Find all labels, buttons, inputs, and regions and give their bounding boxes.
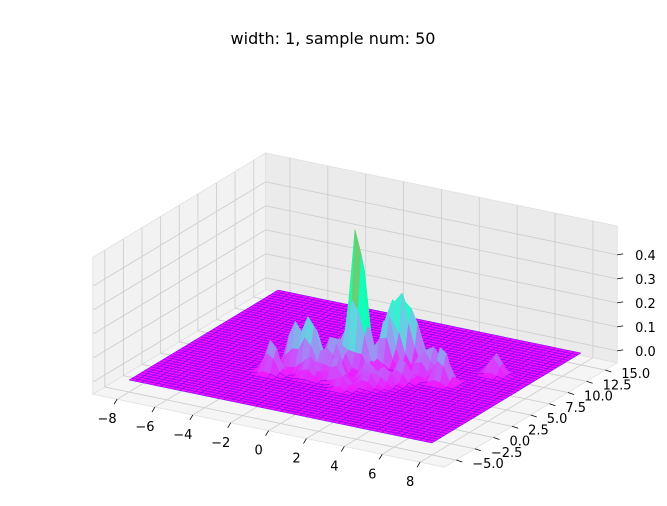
x-tick-label: −2 — [211, 436, 230, 451]
y-tick-label: 12.5 — [603, 378, 632, 393]
x-tick-label: 2 — [292, 452, 300, 467]
z-tick — [617, 325, 624, 328]
x-tick-label: 8 — [406, 475, 414, 490]
y-tick-label: 15.0 — [621, 367, 650, 382]
z-tick-label: 0.3 — [635, 273, 656, 288]
grid-line-z — [92, 253, 618, 359]
x-tick — [151, 406, 156, 413]
z-tick — [617, 349, 624, 352]
grid-line-z — [92, 229, 618, 335]
x-tick-label: −4 — [173, 428, 192, 443]
y-tick — [605, 369, 612, 373]
z-tick-label: 0.4 — [635, 249, 656, 264]
y-tick-label: 5.0 — [547, 412, 568, 427]
z-tick-label: 0.0 — [635, 345, 656, 360]
y-tick — [530, 414, 537, 418]
x-tick-label: −8 — [97, 412, 116, 427]
surface-plot — [128, 229, 582, 444]
y-tick — [474, 448, 481, 452]
x-tick — [378, 454, 383, 460]
x-tick-label: 0 — [254, 444, 262, 459]
y-tick — [493, 437, 500, 440]
z-tick-label: 0.1 — [635, 321, 656, 336]
z-tick — [617, 253, 624, 256]
grid-line-z — [92, 277, 618, 383]
x-tick — [303, 438, 307, 444]
y-tick — [456, 459, 463, 463]
y-tick-label: 0.0 — [509, 435, 530, 450]
y-tick-label: 10.0 — [584, 390, 613, 405]
x-tick-label: −6 — [135, 420, 154, 435]
y-tick — [567, 392, 575, 395]
y-tick-label: 7.5 — [565, 401, 586, 416]
grid-line-z — [92, 181, 618, 287]
z-tick-label: 0.2 — [635, 297, 656, 312]
x-tick — [416, 461, 421, 468]
chart-title: width: 1, sample num: 50 — [231, 29, 436, 48]
x-axis: −8 −6 −4 −2 0 2 4 6 8 — [97, 398, 421, 490]
y-tick-label: −5.0 — [472, 457, 504, 472]
x-tick — [227, 422, 232, 429]
y-tick — [549, 403, 556, 407]
x-tick-label: 6 — [368, 467, 376, 482]
y-axis: −5.0−2.50.02.55.07.510.012.515.0 — [456, 367, 650, 472]
y-tick — [511, 425, 519, 429]
x-tick — [189, 414, 194, 421]
grid-line-x — [419, 221, 594, 463]
z-axis: 0.0 0.1 0.2 0.3 0.4 — [617, 249, 656, 360]
x-tick — [265, 430, 269, 436]
grid-line-z — [92, 205, 618, 311]
z-tick — [617, 277, 624, 280]
surface-facet — [425, 439, 436, 444]
z-tick — [617, 301, 624, 304]
grid-line-y — [104, 250, 457, 461]
x-tick-label: 4 — [330, 459, 338, 474]
y-tick-label: 2.5 — [528, 423, 549, 438]
y-tick-label: −2.5 — [491, 446, 523, 461]
x-tick — [113, 398, 118, 405]
x-tick — [340, 446, 345, 452]
y-tick — [586, 380, 593, 384]
